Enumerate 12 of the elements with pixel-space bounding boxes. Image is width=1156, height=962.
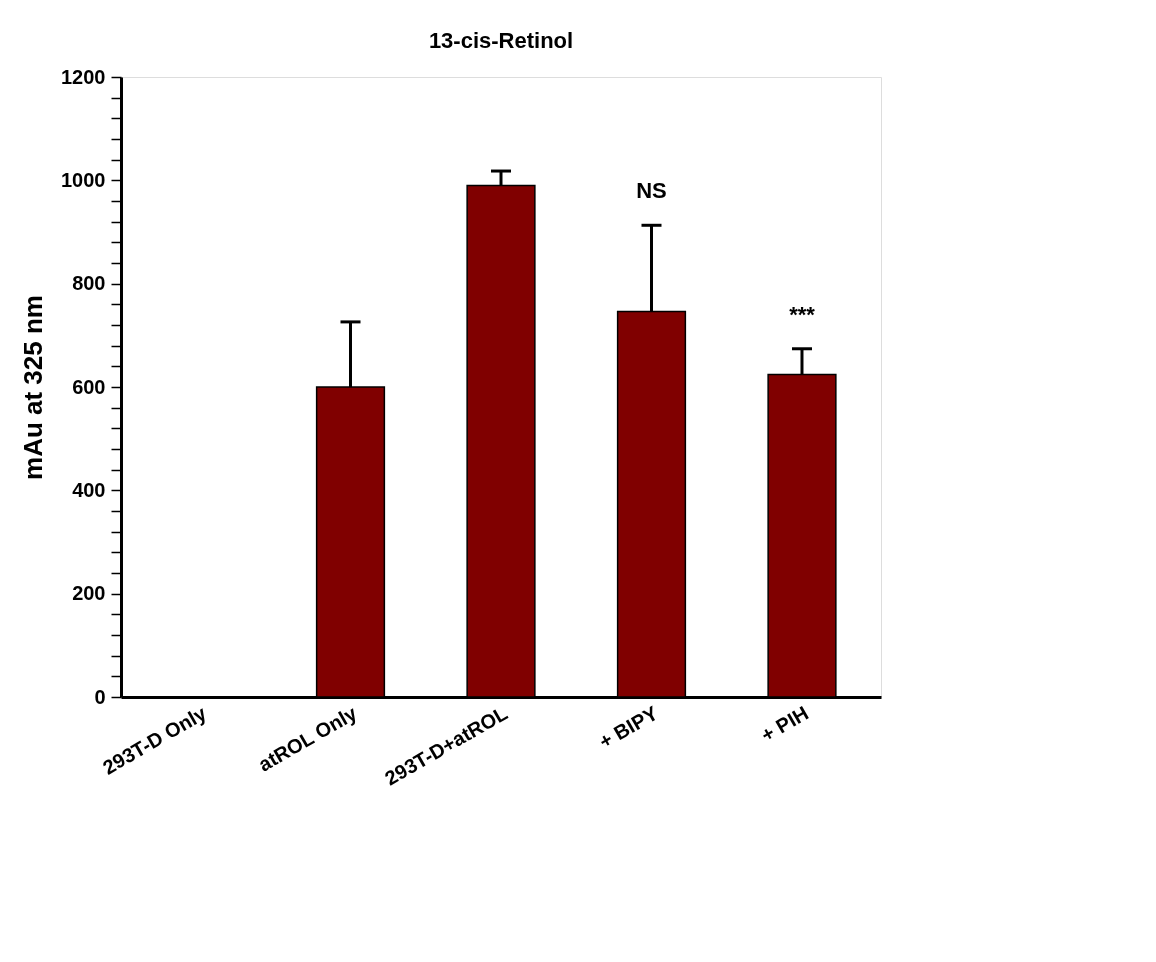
chart-title: 13-cis-Retinol <box>428 28 574 53</box>
x-tick-label: + PIH <box>757 701 812 747</box>
y-tick-label: 1000 <box>61 168 106 191</box>
annotation: NS <box>636 178 667 204</box>
y-tick-label: 1200 <box>61 65 106 88</box>
y-tick-label: 400 <box>72 478 106 501</box>
y-tick-label: 800 <box>72 272 106 295</box>
y-tick-label: 0 <box>94 685 106 708</box>
annotation: *** <box>789 301 816 327</box>
y-tick-label: 200 <box>72 582 106 605</box>
y-axis-title: mAu at 325 nm <box>18 295 49 480</box>
y-tick-label: 600 <box>72 375 106 398</box>
